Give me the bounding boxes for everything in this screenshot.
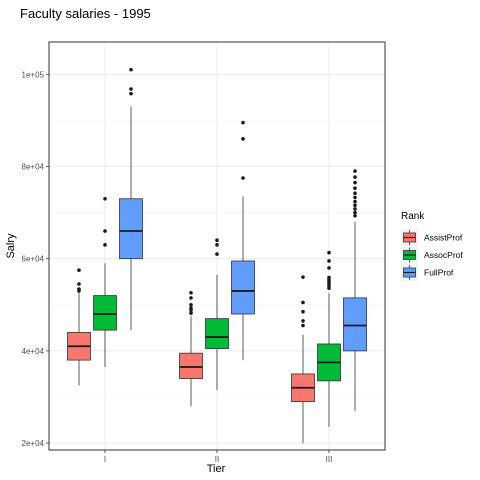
legend-item-fullprof: FullProf xyxy=(401,264,454,281)
outlier-point xyxy=(327,250,331,255)
outlier-point xyxy=(189,306,193,310)
box-fullprof-ii xyxy=(231,260,255,315)
series-assistprof xyxy=(67,268,315,444)
outlier-point xyxy=(241,120,245,125)
outlier-point xyxy=(327,275,331,280)
outlier-point xyxy=(77,268,81,273)
y-tick-label: 1e+05 xyxy=(22,70,45,79)
legend-item-assistprof: AssistProf xyxy=(401,229,463,246)
outlier-point xyxy=(189,311,193,315)
outlier-point xyxy=(301,300,305,305)
outlier-point xyxy=(189,302,193,307)
outlier-point xyxy=(215,252,219,256)
box-assocprof-ii xyxy=(205,318,229,349)
outlier-point xyxy=(129,67,133,72)
series-fullprof xyxy=(119,67,367,411)
outlier-point xyxy=(353,175,357,179)
legend-label: AssistProf xyxy=(424,233,463,243)
outlier-point xyxy=(189,296,193,300)
outlier-point xyxy=(301,275,305,279)
y-tick-label: 8e+04 xyxy=(22,162,45,171)
outlier-point xyxy=(353,186,357,190)
outlier-point xyxy=(353,210,357,215)
outlier-point xyxy=(301,319,305,323)
legend-item-assocprof: AssocProf xyxy=(401,246,463,264)
outlier-point xyxy=(353,214,357,218)
x-tick-label: III xyxy=(326,455,333,464)
outlier-point xyxy=(189,290,193,295)
x-tick-label: II xyxy=(215,455,219,464)
y-tick-label: 2e+04 xyxy=(22,439,45,448)
outlier-point xyxy=(241,176,245,180)
outlier-point xyxy=(215,238,219,243)
outlier-point xyxy=(353,207,357,211)
legend-title: Rank xyxy=(401,211,425,222)
box-fullprof-i xyxy=(119,198,143,260)
outlier-point xyxy=(353,199,357,204)
box-fullprof-iii xyxy=(343,297,367,352)
y-tick-label: 4e+04 xyxy=(22,347,45,356)
outlier-point xyxy=(353,191,357,196)
chart-title: Faculty salaries - 1995 xyxy=(20,6,151,21)
outlier-point xyxy=(77,287,81,291)
outlier-point xyxy=(327,259,331,263)
x-tick-label: I xyxy=(104,455,106,464)
outlier-point xyxy=(353,169,357,173)
outlier-point xyxy=(129,87,133,91)
outlier-point xyxy=(353,203,357,207)
outlier-point xyxy=(301,309,305,314)
outlier-point xyxy=(103,229,107,233)
outlier-point xyxy=(241,137,245,141)
y-axis-title: Salry xyxy=(5,233,17,259)
outlier-point xyxy=(353,180,357,185)
box-assistprof-ii xyxy=(179,352,203,379)
x-axis-title: Tier xyxy=(207,463,226,475)
outlier-point xyxy=(327,266,331,270)
outlier-point xyxy=(301,323,305,328)
outlier-point xyxy=(129,91,133,96)
outlier-point xyxy=(353,195,357,200)
legend-label: AssocProf xyxy=(424,250,463,260)
box-assocprof-i xyxy=(93,295,117,331)
outlier-point xyxy=(103,243,107,247)
outlier-point xyxy=(215,243,219,247)
legend-label: FullProf xyxy=(424,268,454,278)
y-tick-label: 6e+04 xyxy=(22,255,45,264)
plot-area xyxy=(48,41,386,451)
outlier-point xyxy=(77,282,81,286)
series-assocprof xyxy=(93,196,341,427)
outlier-point xyxy=(103,196,107,201)
legend: Rank AssistProf AssocProf FullProf xyxy=(401,211,463,281)
